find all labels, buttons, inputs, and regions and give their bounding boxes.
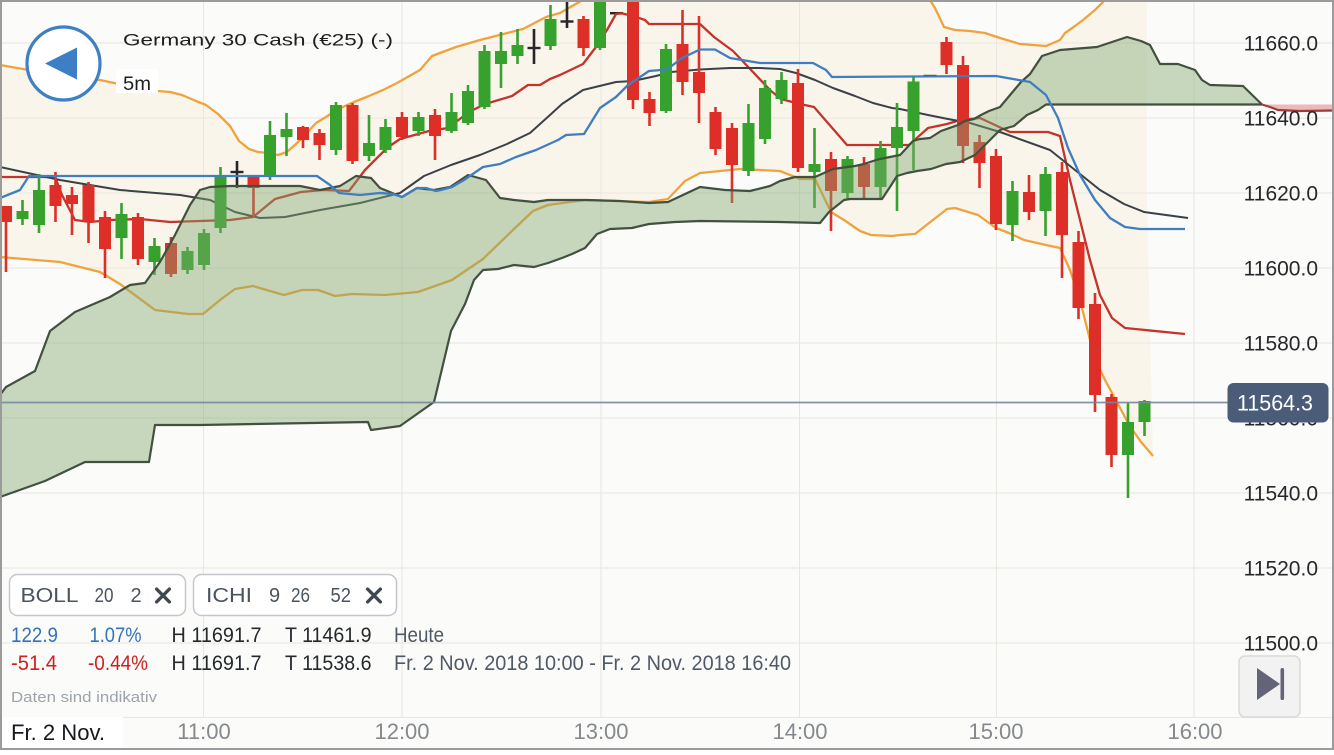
svg-text:Fr. 2 Nov. 2018 10:00 - Fr. 2: Fr. 2 Nov. 2018 10:00 - Fr. 2 Nov. 2018 …	[394, 652, 791, 675]
svg-text:12:00: 12:00	[374, 719, 429, 744]
svg-text:11500.0: 11500.0	[1244, 633, 1318, 656]
svg-text:2: 2	[131, 585, 142, 607]
svg-text:16:00: 16:00	[1167, 719, 1222, 744]
svg-text:52: 52	[331, 585, 352, 607]
svg-text:5m: 5m	[123, 74, 151, 95]
svg-text:122.9: 122.9	[11, 624, 58, 647]
svg-text:Germany 30 Cash (€25) (-): Germany 30 Cash (€25) (-)	[123, 31, 393, 50]
svg-text:11540.0: 11540.0	[1244, 483, 1318, 506]
svg-text:14:00: 14:00	[772, 719, 827, 744]
svg-text:BOLL: BOLL	[21, 585, 79, 607]
svg-text:26: 26	[291, 585, 310, 607]
svg-text:H 11691.7: H 11691.7	[172, 652, 262, 675]
svg-text:H 11691.7: H 11691.7	[172, 624, 262, 647]
svg-text:20: 20	[95, 585, 114, 607]
svg-text:ICHI: ICHI	[206, 585, 252, 607]
svg-text:T 11538.6: T 11538.6	[285, 652, 372, 675]
svg-text:15:00: 15:00	[968, 719, 1023, 744]
svg-text:11600.0: 11600.0	[1244, 258, 1318, 281]
svg-text:11564.3: 11564.3	[1237, 391, 1313, 416]
svg-text:11620.0: 11620.0	[1244, 183, 1318, 206]
svg-text:11:00: 11:00	[177, 719, 230, 744]
svg-text:T 11461.9: T 11461.9	[285, 624, 372, 647]
svg-text:1.07%: 1.07%	[90, 624, 142, 647]
svg-text:Daten sind indikativ: Daten sind indikativ	[11, 689, 158, 706]
svg-text:11660.0: 11660.0	[1244, 33, 1318, 56]
svg-text:Heute: Heute	[394, 624, 444, 647]
svg-text:13:00: 13:00	[573, 719, 628, 744]
svg-text:-51.4: -51.4	[11, 652, 57, 675]
svg-text:11640.0: 11640.0	[1244, 108, 1318, 131]
svg-text:-0.44%: -0.44%	[88, 652, 148, 675]
svg-text:11520.0: 11520.0	[1244, 558, 1318, 581]
svg-text:Fr. 2 Nov.: Fr. 2 Nov.	[11, 720, 105, 745]
svg-text:9: 9	[269, 585, 280, 607]
svg-text:11580.0: 11580.0	[1244, 333, 1318, 356]
